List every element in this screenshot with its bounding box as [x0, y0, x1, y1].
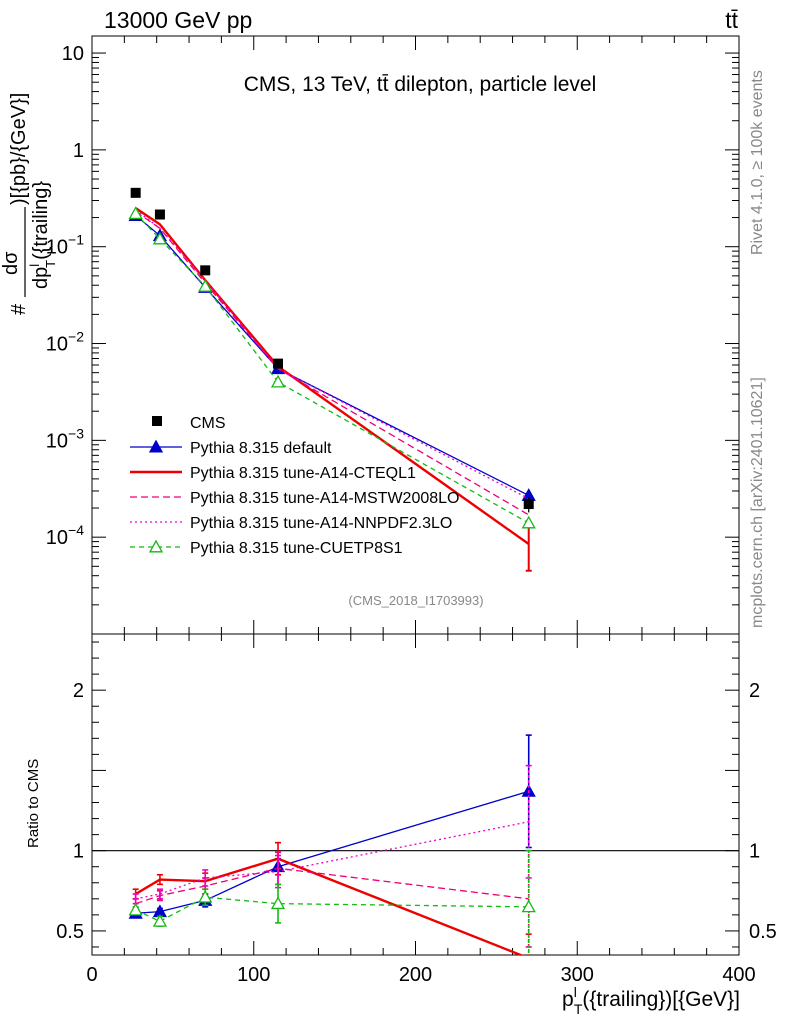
y-tick-base: 10 — [46, 237, 68, 259]
x-title-sup: l — [574, 984, 577, 1000]
data-point — [200, 265, 211, 276]
series-3 — [135, 209, 530, 500]
mcplots-label: mcplots.cern.ch [arXiv:2401.10621] — [749, 377, 766, 628]
header-channel: tt̄ — [725, 7, 738, 33]
legend-label: Pythia 8.315 tune-A14-CTEQL1 — [190, 465, 416, 482]
ratio-series-0 — [128, 734, 536, 919]
header-process: 13000 GeV pp — [104, 7, 252, 33]
ratio-series-3 — [132, 764, 532, 905]
y-title-den-sub: T — [43, 260, 58, 268]
legend-item: Pythia 8.315 tune-A14-CTEQL1 — [130, 465, 416, 482]
ratio-line — [135, 867, 529, 905]
y-title-prefix: # — [8, 303, 30, 315]
ratio-axis-title: Ratio to CMS — [25, 759, 42, 848]
y-axis-title: # dσ dplT({trailing} )[{pb}/{GeV}] — [0, 93, 58, 315]
ratio-y-tick-label: 2 — [73, 680, 84, 702]
legend-data-marker — [152, 416, 162, 426]
y-title-suffix: )[{pb}/{GeV}] — [8, 93, 30, 205]
y-tick-label: 1 — [73, 140, 84, 162]
x-tick-label: 100 — [237, 964, 270, 986]
legend-item: Pythia 8.315 tune-CUETP8S1 — [130, 539, 403, 557]
ratio-point — [152, 913, 168, 927]
ratio-y-tick-label: 0.5 — [56, 921, 84, 943]
series-4 — [128, 206, 536, 529]
y-tick-exp: −1 — [68, 232, 84, 248]
legend-item: Pythia 8.315 tune-A14-MSTW2008LO — [130, 490, 459, 507]
rivet-label: Rivet 4.1.0, ≥ 100k events — [749, 70, 766, 255]
y-tick-exp: −4 — [68, 522, 84, 538]
x-title-rest: ({trailing})[{GeV}] — [582, 988, 740, 1011]
x-title-main: p — [562, 988, 574, 1011]
ratio-point — [198, 889, 213, 903]
legend-marker — [148, 439, 164, 453]
series-line — [135, 209, 530, 500]
data-point — [523, 499, 534, 510]
legend-item: CMS — [152, 415, 226, 432]
series-point — [198, 278, 213, 292]
ratio-point — [128, 902, 143, 916]
y-title-den-sup: l — [27, 264, 42, 267]
legend-label: Pythia 8.315 tune-A14-NNPDF2.3LO — [190, 515, 452, 532]
series-point — [270, 374, 286, 388]
ratio-point — [270, 896, 286, 910]
legend: CMS Pythia 8.315 default Pythia 8.315 tune… — [130, 415, 459, 557]
x-tick-label: 200 — [399, 964, 432, 986]
y-tick-base: 10 — [46, 430, 68, 452]
ratio-y-tick-label-right: 0.5 — [749, 921, 777, 943]
y-tick-label: 10−1 — [46, 232, 84, 259]
y-tick-exp: −2 — [68, 329, 84, 345]
series-point — [521, 515, 536, 529]
y-title-den-rest: ({trailing} — [30, 181, 52, 260]
ratio-line — [135, 857, 524, 955]
legend-label: Pythia 8.315 tune-A14-MSTW2008LO — [190, 490, 459, 507]
y-tick-label: 10−4 — [46, 522, 84, 549]
y-title-den-main: dp — [30, 267, 52, 289]
y-tick-base: 10 — [46, 527, 68, 549]
x-axis-title: pl T({trailing})[{GeV}] — [562, 984, 740, 1017]
legend-label: Pythia 8.315 default — [190, 440, 332, 457]
ratio-line — [135, 790, 529, 914]
ratio-line — [135, 821, 529, 900]
legend-item: Pythia 8.315 tune-A14-NNPDF2.3LO — [130, 515, 452, 532]
data-point — [154, 209, 165, 220]
y-tick-base: 10 — [46, 334, 68, 356]
x-title-sub: T — [574, 1001, 583, 1017]
ratio-y-tick-label: 1 — [73, 841, 84, 863]
series-point — [128, 206, 143, 219]
legend-label: CMS — [190, 415, 226, 432]
y-tick-label: 10−3 — [46, 425, 84, 452]
y-title-den: dplT({trailing} — [27, 181, 58, 289]
chart-title: CMS, 13 TeV, tt̄ dilepton, particle leve… — [244, 73, 597, 96]
x-tick-label: 400 — [722, 964, 755, 986]
top-plot-area — [128, 187, 536, 572]
y-title-numerator: dσ — [0, 251, 22, 275]
data-series — [130, 187, 534, 513]
data-point — [130, 187, 141, 198]
reference-label: (CMS_2018_I1703993) — [348, 593, 483, 608]
x-tick-label: 0 — [86, 964, 97, 986]
y-tick-label: 10 — [62, 43, 84, 65]
y-tick-label: 10−2 — [46, 329, 84, 356]
ratio-y-tick-label-right: 1 — [749, 841, 760, 863]
ratio-y-tick-label-right: 2 — [749, 680, 760, 702]
ratio-series-2 — [132, 849, 532, 948]
series-point — [152, 231, 168, 245]
ratio-plot-area — [92, 734, 739, 955]
legend-item: Pythia 8.315 default — [130, 439, 332, 457]
ratio-series-4 — [128, 849, 536, 955]
data-point — [273, 358, 284, 369]
ratio-line — [135, 896, 529, 923]
x-tick-label: 300 — [561, 964, 594, 986]
ratio-point — [521, 899, 536, 913]
legend-label: Pythia 8.315 tune-CUETP8S1 — [190, 540, 403, 557]
y-tick-exp: −3 — [68, 425, 84, 441]
ratio-panel-frame — [91, 633, 740, 956]
ratio-series-1 — [132, 841, 532, 955]
legend-marker — [148, 539, 164, 553]
